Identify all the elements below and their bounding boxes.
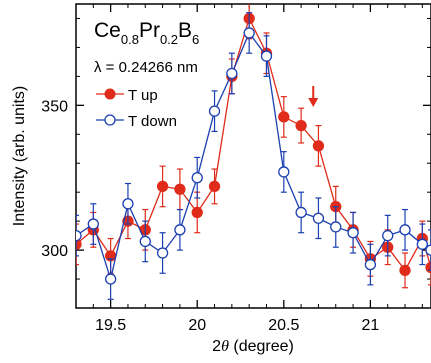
data-point (87, 218, 99, 230)
data-point (191, 172, 203, 184)
data-point (425, 261, 431, 274)
x-axis-label: 2θ (degree) (212, 338, 294, 355)
compound-base-1: Ce (94, 19, 121, 42)
data-point (156, 247, 169, 259)
data-point (156, 180, 169, 193)
series-t-down (76, 12, 431, 300)
compound-sub-3: 6 (192, 32, 199, 47)
wavelength-label: λ = 0.24266 nm (94, 59, 198, 76)
data-point (278, 111, 290, 123)
data-point (260, 50, 273, 62)
series-layer (76, 4, 431, 300)
compound-label: Ce0.8Pr0.2B6 (94, 19, 199, 47)
data-point (416, 238, 428, 250)
y-tick-label: 350 (41, 98, 68, 115)
peak-arrow (308, 86, 319, 107)
compound-sub-2: 0.2 (160, 32, 178, 47)
data-point (425, 244, 431, 256)
axis-ticks (75, 4, 431, 308)
data-point (295, 119, 307, 132)
data-point (174, 183, 186, 195)
x-axis-label-theta: θ (221, 338, 229, 355)
data-point (139, 235, 151, 248)
axis-tick-labels: 19.5 20 20.5 21 300 350 (41, 98, 379, 334)
data-point (191, 206, 203, 219)
legend-marker-t-down (104, 114, 116, 126)
legend: T up T down (96, 87, 177, 130)
legend-label-t-up: T up (128, 87, 158, 104)
data-point (295, 206, 307, 219)
compound-sub-1: 0.8 (121, 32, 139, 47)
data-point (122, 198, 134, 210)
x-tick-label: 21 (361, 317, 379, 334)
legend-marker-t-up (104, 88, 116, 100)
x-tick-label: 20 (188, 317, 206, 334)
compound-base-3: B (178, 19, 192, 42)
data-point (312, 140, 325, 152)
arrow-head (308, 98, 319, 107)
y-axis-label: Intensity (arb. units) (11, 86, 28, 227)
data-point (76, 229, 82, 242)
data-point (399, 264, 411, 277)
data-point (174, 224, 186, 236)
x-axis-label-prefix: 2 (212, 338, 221, 355)
data-point (399, 224, 411, 236)
data-point (226, 67, 238, 80)
series-line (76, 31, 431, 282)
data-point (312, 212, 325, 224)
x-tick-label: 20.5 (268, 317, 299, 334)
data-point (208, 180, 221, 193)
data-point (382, 229, 394, 242)
compound-base-2: Pr (139, 19, 160, 42)
data-point (330, 221, 342, 233)
x-axis-label-unit: (degree) (229, 338, 294, 355)
data-point (364, 258, 377, 271)
data-point (278, 166, 290, 178)
data-point (208, 105, 221, 117)
x-tick-label: 19.5 (95, 317, 126, 334)
data-point (243, 27, 255, 39)
data-point (347, 227, 359, 239)
data-point (76, 238, 82, 250)
legend-label-t-down: T down (128, 113, 177, 130)
plot-frame (75, 3, 431, 309)
series-line (76, 16, 431, 272)
y-tick-label: 300 (41, 243, 68, 260)
data-point (104, 273, 117, 285)
